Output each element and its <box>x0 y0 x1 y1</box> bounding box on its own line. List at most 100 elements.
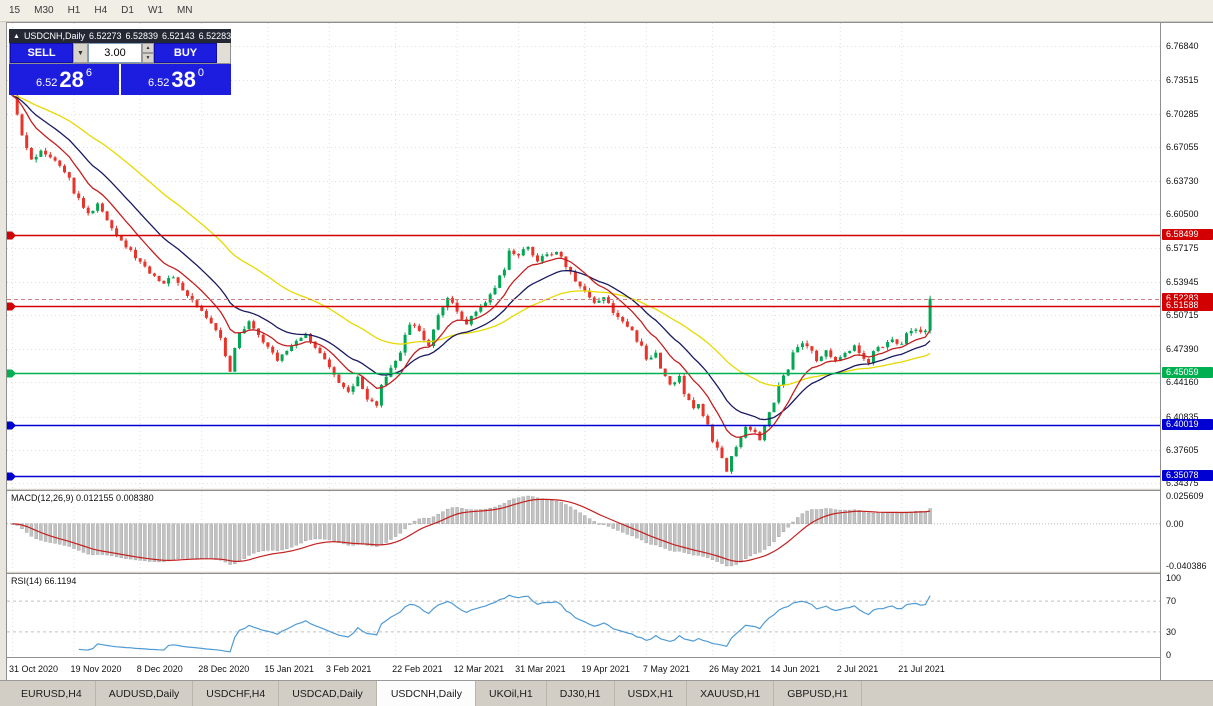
rsi-axis-label: 30 <box>1166 627 1177 637</box>
ohlc-close: 6.52283 <box>198 31 232 41</box>
ma-slow-yellow <box>12 95 931 387</box>
panel-splitter[interactable] <box>7 488 1160 491</box>
bottom-tab-dj30[interactable]: DJ30,H1 <box>547 681 615 706</box>
timeframe-button-h1[interactable]: H1 <box>67 5 81 16</box>
price-axis-label: 6.37605 <box>1166 445 1199 455</box>
timeframe-button-mn[interactable]: MN <box>176 5 193 16</box>
price-axis-label: 6.47390 <box>1166 344 1199 354</box>
buy-button[interactable]: BUY <box>154 43 217 63</box>
date-axis-label: 31 Mar 2021 <box>515 664 566 674</box>
rsi-label: RSI(14) 66.1194 <box>11 576 77 586</box>
price-axis-label: 6.73515 <box>1166 75 1199 85</box>
date-axis-label: 8 Dec 2020 <box>136 664 183 674</box>
price-tag: 6.51588 <box>1162 300 1213 311</box>
buy-price-sup: 0 <box>197 67 205 79</box>
rsi-axis-label: 70 <box>1166 596 1177 606</box>
collapse-icon[interactable]: ▲ <box>13 32 20 40</box>
timeframe-button-d1[interactable]: D1 <box>121 5 134 16</box>
bottom-tab-xauusd[interactable]: XAUUSD,H1 <box>687 681 775 706</box>
macd-panel-canvas[interactable] <box>7 491 1160 571</box>
date-axis-label: 22 Feb 2021 <box>392 664 443 674</box>
rsi-axis-label: 0 <box>1166 650 1172 660</box>
sell-price-prefix: 6.52 <box>35 76 58 89</box>
sell-price-display[interactable]: 6.52 28 6 <box>9 64 119 95</box>
sell-price-big: 28 <box>59 66 84 92</box>
timeframe-button-h4[interactable]: H4 <box>94 5 108 16</box>
rsi-axis-label: 100 <box>1166 573 1182 583</box>
bottom-tab-ukoil[interactable]: UKOil,H1 <box>476 681 547 706</box>
date-axis-label: 3 Feb 2021 <box>325 664 372 674</box>
chart-title-bar: ▲ USDCNH,Daily 6.52273 6.52839 6.52143 6… <box>9 29 231 43</box>
sell-button[interactable]: SELL <box>10 43 73 63</box>
one-click-trading-panel: ▲ USDCNH,Daily 6.52273 6.52839 6.52143 6… <box>9 29 231 95</box>
macd-signal-line <box>12 498 931 563</box>
symbol-timeframe-label: USDCNH,Daily <box>23 31 85 41</box>
volume-dropdown-button[interactable]: ▼ <box>73 43 88 63</box>
timeframe-toolbar: 15 M30 H1 H4 D1 W1 MN <box>0 0 1213 22</box>
bottom-tab-gbpusd[interactable]: GBPUSD,H1 <box>774 681 862 706</box>
level-left-marker <box>7 231 16 240</box>
time-axis[interactable]: 31 Oct 2020 19 Nov 2020 8 Dec 2020 28 Dec 2… <box>7 657 1160 681</box>
date-axis-label: 14 Jun 2021 <box>770 664 821 674</box>
timeframe-button-m30[interactable]: M30 <box>34 5 54 16</box>
ohlc-low: 6.52143 <box>162 31 195 41</box>
date-axis-label: 31 Oct 2020 <box>9 664 59 674</box>
price-tag: 6.45059 <box>1162 367 1213 378</box>
macd-axis-label: -0.040386 <box>1166 561 1207 571</box>
rsi-panel-canvas[interactable] <box>7 574 1160 657</box>
level-left-marker <box>7 369 16 378</box>
price-axis[interactable]: 6.76840 6.73515 6.70285 6.67055 6.63730 6.605… <box>1160 23 1213 681</box>
bottom-tab-usdchf[interactable]: USDCHF,H4 <box>193 681 280 706</box>
price-axis-label: 6.76840 <box>1166 41 1199 51</box>
ohlc-high: 6.52839 <box>125 31 159 41</box>
date-axis-label: 28 Dec 2020 <box>198 664 250 674</box>
date-axis-label: 12 Mar 2021 <box>453 664 505 674</box>
date-axis-label: 26 May 2021 <box>709 664 762 674</box>
level-left-marker <box>7 421 16 430</box>
panel-splitter[interactable] <box>7 571 1160 574</box>
level-left-marker <box>7 302 16 311</box>
price-tag: 6.52283 <box>1162 293 1213 304</box>
bottom-tab-usdcad[interactable]: USDCAD,Daily <box>279 681 377 706</box>
volume-input[interactable] <box>88 43 142 63</box>
timeframe-button-15[interactable]: 15 <box>9 5 21 16</box>
price-axis-label: 6.63730 <box>1166 176 1199 186</box>
trade-controls-row: SELL ▼ ▲ ▼ BUY <box>9 43 231 64</box>
candlestick-series <box>11 93 932 474</box>
price-axis-label: 6.40835 <box>1166 412 1199 422</box>
price-axis-label: 6.53945 <box>1166 277 1199 287</box>
volume-spinner: ▲ ▼ <box>142 43 154 63</box>
bottom-tab-usdx[interactable]: USDX,H1 <box>615 681 688 706</box>
date-axis-label: 19 Apr 2021 <box>581 664 630 674</box>
level-left-marker <box>7 472 16 481</box>
ma-mid-navy <box>12 95 931 421</box>
price-axis-label: 6.34375 <box>1166 478 1199 488</box>
macd-label: MACD(12,26,9) 0.012155 0.008380 <box>11 493 154 503</box>
date-axis-label: 19 Nov 2020 <box>70 664 122 674</box>
price-tag: 6.58499 <box>1162 229 1213 240</box>
date-axis-label: 21 Jul 2021 <box>898 664 945 674</box>
bid-ask-display: 6.52 28 6 6.52 38 0 <box>9 64 231 95</box>
macd-axis-label: 0.00 <box>1166 519 1184 529</box>
sell-price-sup: 6 <box>85 67 93 79</box>
rsi-line <box>78 594 931 653</box>
bottom-tab-audusd[interactable]: AUDUSD,Daily <box>96 681 194 706</box>
macd-histogram <box>10 495 932 567</box>
chart-window: 31 Oct 2020 19 Nov 2020 8 Dec 2020 28 Dec 2… <box>6 22 1213 681</box>
timeframe-button-w1[interactable]: W1 <box>147 5 163 16</box>
chart-tab-bar: EURUSD,H4 AUDUSD,Daily USDCHF,H4 USDCAD,Dai… <box>0 680 1213 706</box>
volume-decrement-button[interactable]: ▼ <box>142 53 154 63</box>
buy-price-prefix: 6.52 <box>147 76 170 89</box>
ma-fast-red <box>12 95 931 438</box>
volume-increment-button[interactable]: ▲ <box>142 43 154 53</box>
macd-axis-label: 0.025609 <box>1166 491 1204 501</box>
bottom-tab-eurusd[interactable]: EURUSD,H4 <box>8 681 96 706</box>
price-axis-label: 6.60500 <box>1166 209 1199 219</box>
date-axis-label: 15 Jan 2021 <box>264 664 314 674</box>
buy-price-big: 38 <box>171 66 196 92</box>
price-tag: 6.40019 <box>1162 419 1213 430</box>
ohlc-open: 6.52273 <box>88 31 122 41</box>
bottom-tab-usdcnh[interactable]: USDCNH,Daily <box>376 681 476 706</box>
buy-price-display[interactable]: 6.52 38 0 <box>121 64 231 95</box>
date-axis-label: 7 May 2021 <box>642 664 690 674</box>
